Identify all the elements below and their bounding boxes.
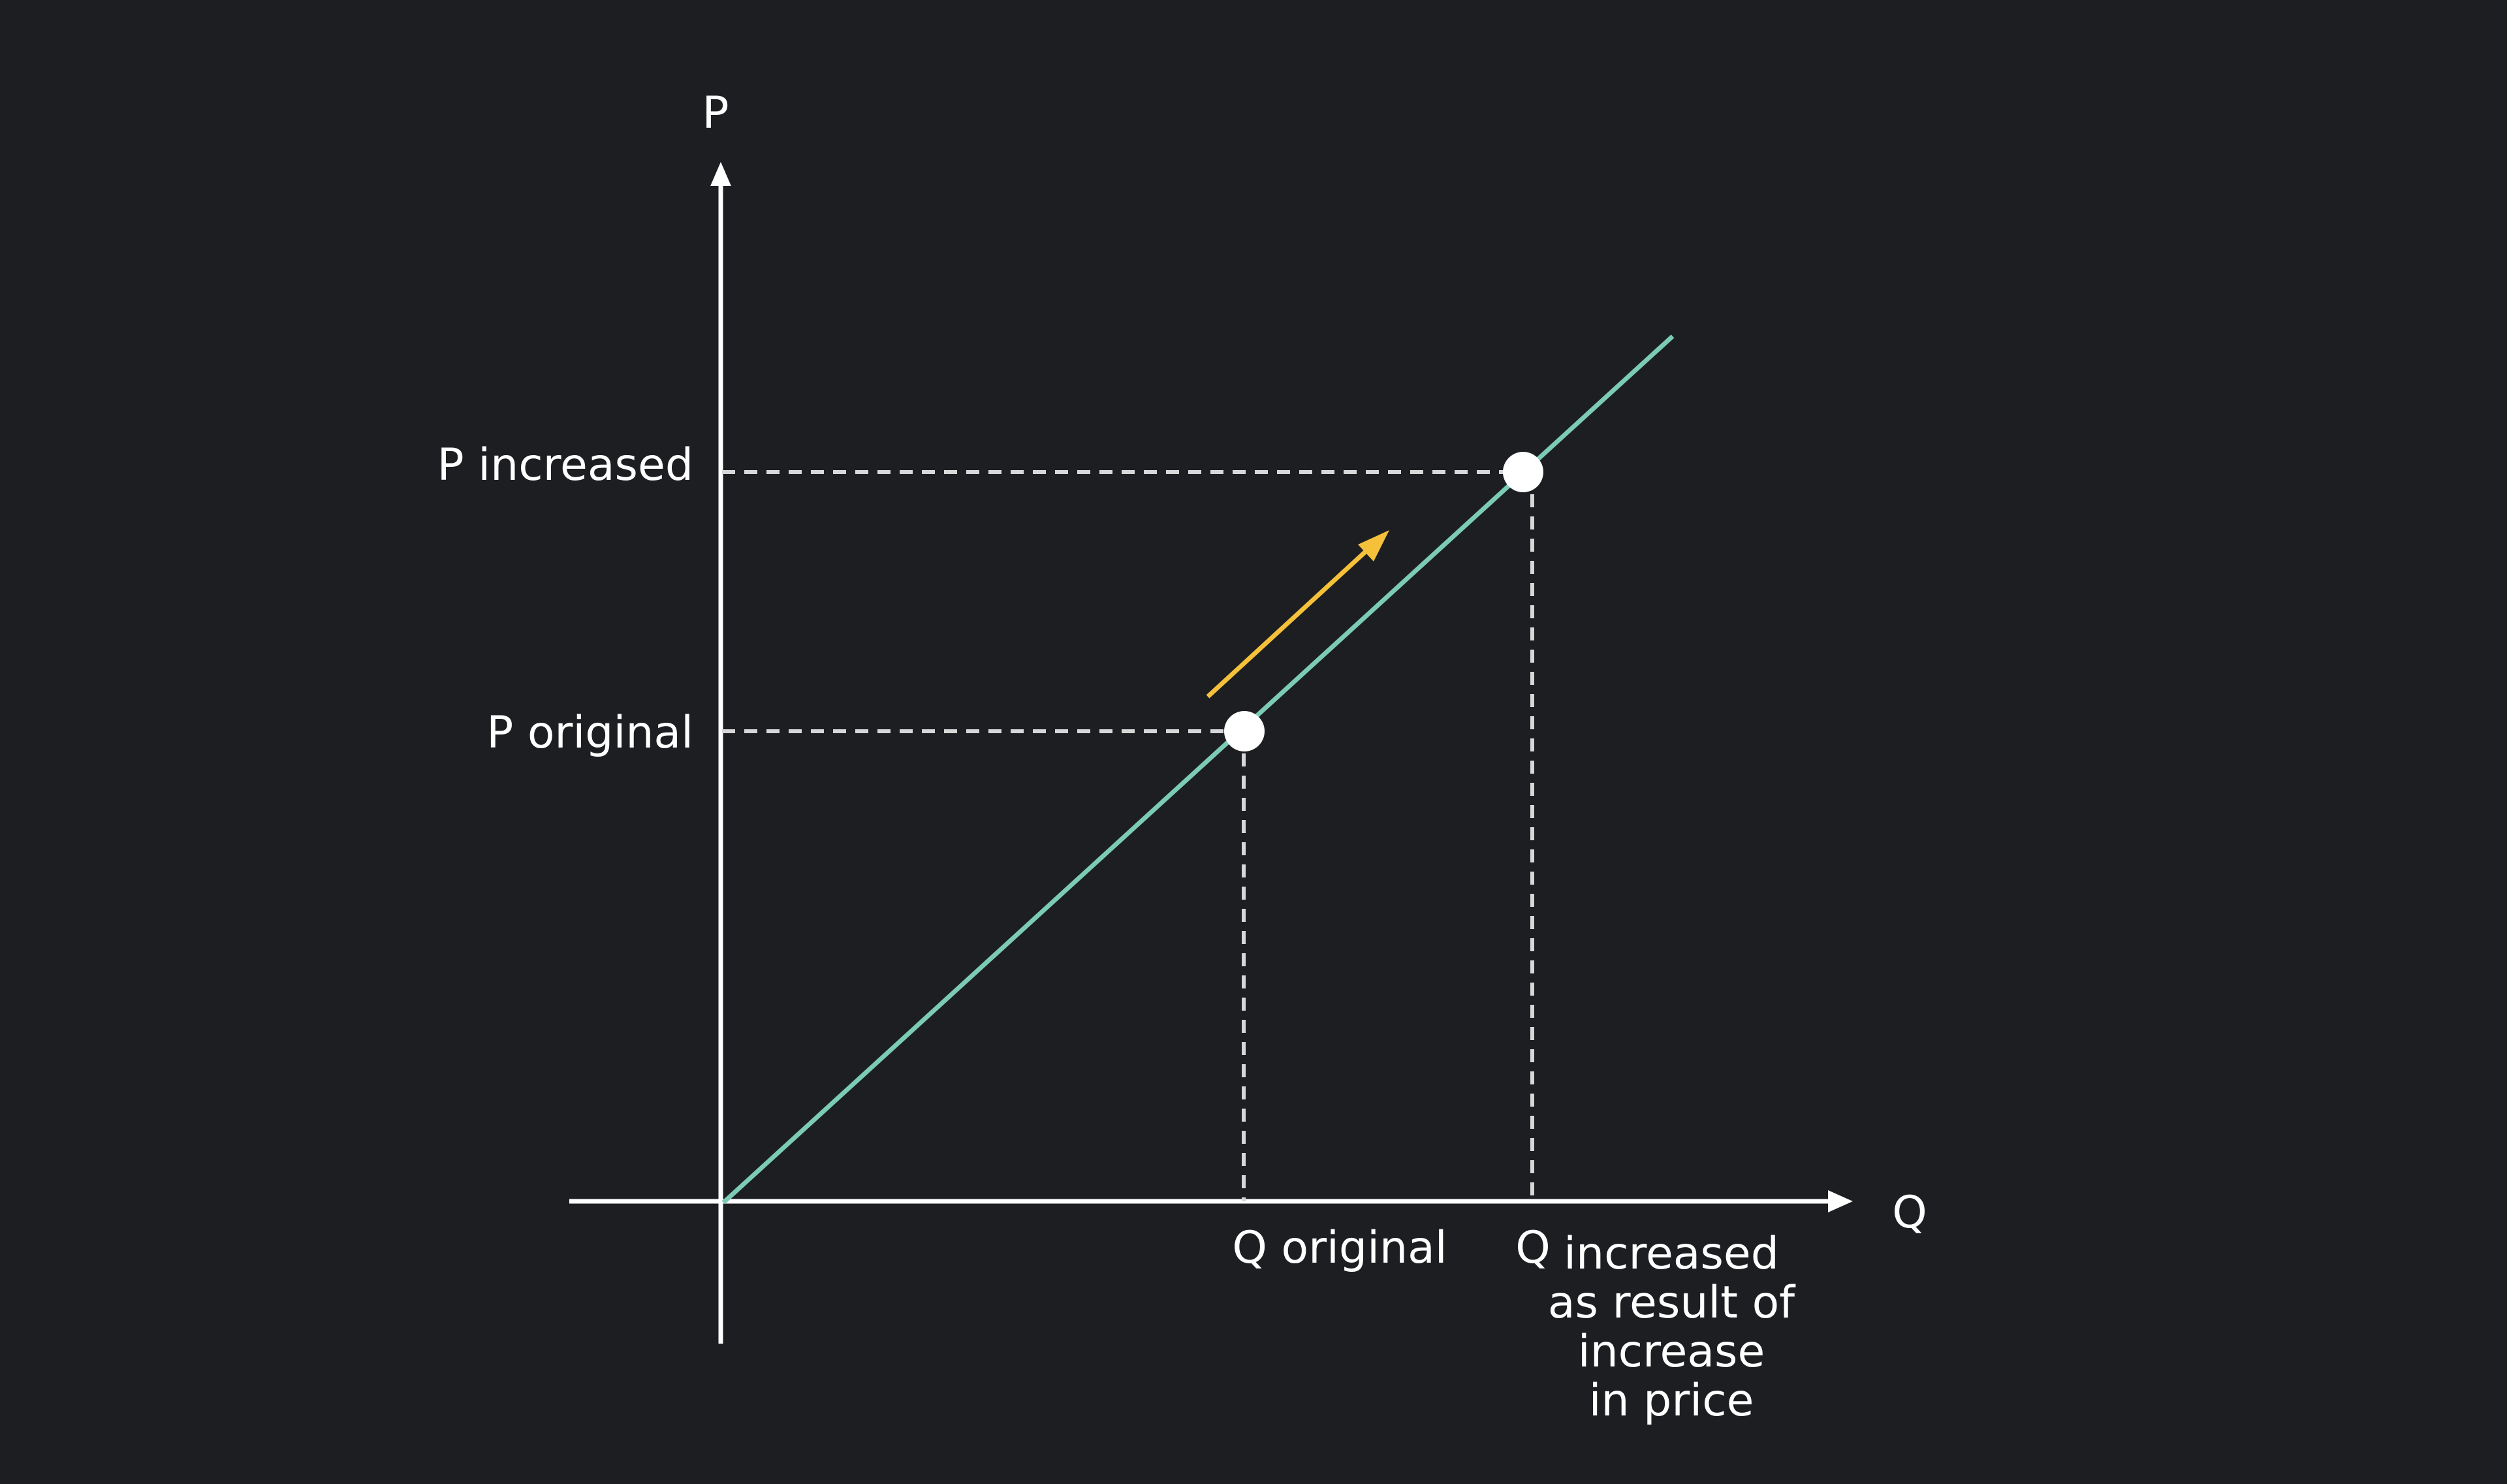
x-axis-label: Q xyxy=(1892,1187,1927,1239)
q-increased-caption-line-3: increase xyxy=(1578,1326,1765,1378)
point-increased xyxy=(1503,452,1543,492)
q-increased-caption-line-1: increased xyxy=(1564,1228,1779,1280)
q-increased-caption-line-2: as result of xyxy=(1548,1277,1796,1329)
p-original-label: P original xyxy=(486,707,693,759)
q-original-label: Q original xyxy=(1232,1222,1447,1274)
arrow-up-right-icon xyxy=(1206,530,1389,699)
q-increased-caption-line-4: in price xyxy=(1589,1375,1754,1427)
y-axis-label: P xyxy=(702,87,729,139)
point-original xyxy=(1224,711,1265,751)
y-axis-arrowhead-icon xyxy=(710,162,731,186)
q-increased-letter: Q xyxy=(1515,1222,1551,1274)
p-increased-label: P increased xyxy=(437,439,693,491)
x-axis-arrowhead-icon xyxy=(1828,1190,1853,1212)
